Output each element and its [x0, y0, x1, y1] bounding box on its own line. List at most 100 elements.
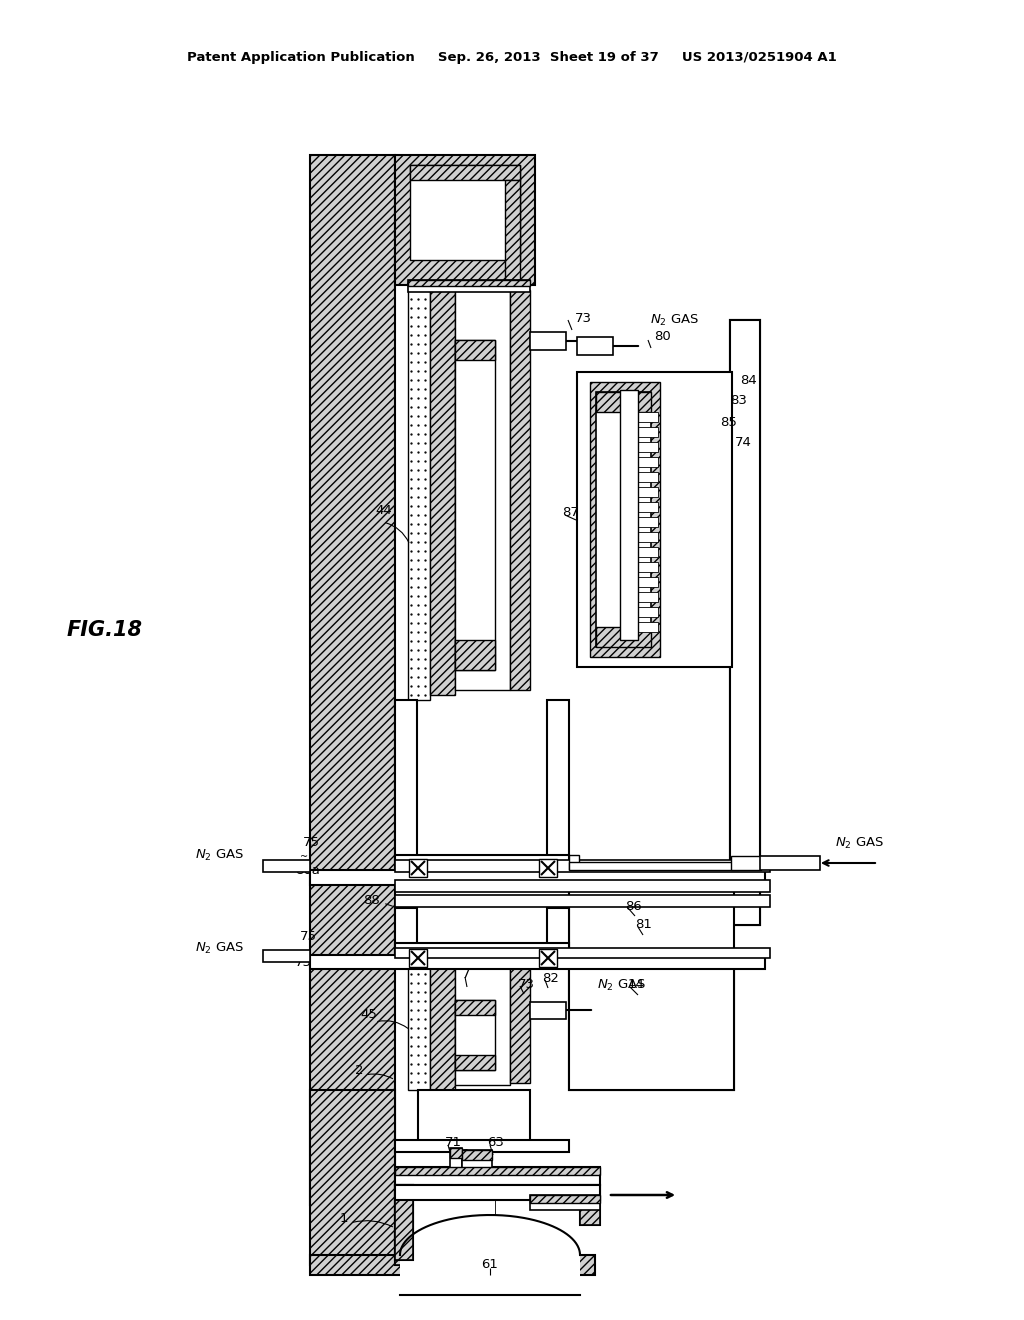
Bar: [630, 546, 658, 557]
Bar: [450, 1148, 462, 1170]
Bar: [455, 1055, 495, 1071]
Bar: [547, 700, 569, 861]
Bar: [539, 859, 557, 876]
Bar: [395, 1185, 600, 1200]
Bar: [580, 1185, 600, 1225]
Bar: [408, 285, 430, 700]
Bar: [760, 855, 820, 870]
Bar: [430, 960, 455, 1090]
Text: 81: 81: [635, 919, 652, 932]
Text: 14: 14: [628, 978, 645, 991]
Bar: [530, 1195, 600, 1203]
Text: $N_2$ GAS: $N_2$ GAS: [195, 940, 245, 956]
Text: 82: 82: [542, 972, 559, 985]
Bar: [395, 861, 770, 873]
Bar: [310, 870, 765, 884]
Text: 84: 84: [740, 374, 757, 387]
Text: 75a: 75a: [295, 957, 321, 969]
Bar: [630, 457, 658, 467]
Text: 73: 73: [575, 312, 592, 325]
Bar: [577, 337, 613, 355]
Text: 2: 2: [355, 1064, 364, 1077]
Bar: [395, 1185, 413, 1261]
Bar: [410, 165, 520, 180]
Text: $N_2$ GAS: $N_2$ GAS: [597, 977, 646, 993]
Bar: [395, 1185, 413, 1265]
Text: ~: ~: [300, 946, 308, 957]
Bar: [395, 1185, 413, 1265]
Text: 73: 73: [518, 978, 535, 990]
Text: 75: 75: [303, 836, 319, 849]
Bar: [569, 954, 734, 1090]
Bar: [395, 1200, 495, 1261]
Text: 85: 85: [720, 416, 737, 429]
Bar: [395, 1167, 600, 1175]
Bar: [530, 333, 566, 350]
Bar: [310, 154, 395, 1205]
Bar: [620, 389, 638, 640]
Text: 87: 87: [562, 506, 579, 519]
Bar: [630, 426, 658, 437]
Bar: [569, 880, 734, 1090]
Bar: [408, 280, 530, 292]
Text: $N_2$ GAS: $N_2$ GAS: [835, 836, 885, 850]
Text: 80: 80: [654, 330, 671, 343]
Bar: [395, 948, 770, 958]
Bar: [730, 319, 760, 925]
Bar: [596, 392, 651, 412]
Bar: [263, 861, 310, 873]
Bar: [596, 392, 651, 647]
Bar: [455, 1001, 495, 1015]
Bar: [455, 640, 495, 671]
Bar: [530, 1195, 600, 1210]
Text: 45: 45: [360, 1008, 377, 1022]
Text: 74: 74: [735, 437, 752, 450]
Bar: [530, 1002, 566, 1019]
Text: FIG.18: FIG.18: [67, 620, 143, 640]
Bar: [395, 154, 535, 285]
Bar: [630, 517, 658, 527]
Bar: [577, 372, 732, 667]
Bar: [409, 949, 427, 968]
Bar: [430, 285, 455, 696]
Text: 44: 44: [375, 503, 392, 516]
Bar: [462, 1150, 492, 1170]
Text: 7: 7: [462, 969, 470, 982]
Bar: [395, 855, 569, 875]
Bar: [409, 859, 427, 876]
Bar: [730, 319, 760, 925]
Bar: [450, 1148, 462, 1158]
Bar: [455, 341, 495, 671]
Bar: [630, 532, 658, 543]
Bar: [630, 487, 658, 498]
Bar: [395, 942, 569, 961]
Bar: [510, 290, 530, 690]
Bar: [630, 591, 658, 602]
Bar: [395, 700, 417, 861]
Bar: [630, 473, 658, 482]
Text: $N_2$ GAS: $N_2$ GAS: [195, 847, 245, 862]
Bar: [630, 442, 658, 451]
Bar: [630, 622, 658, 632]
Bar: [569, 862, 739, 870]
Text: 75: 75: [300, 931, 317, 944]
Bar: [539, 949, 557, 968]
Bar: [410, 165, 520, 260]
Bar: [590, 381, 660, 657]
Text: 71: 71: [445, 1137, 462, 1150]
Text: 61: 61: [481, 1258, 499, 1271]
Bar: [630, 607, 658, 616]
Bar: [510, 964, 530, 1082]
Bar: [310, 954, 765, 969]
Text: 86: 86: [625, 899, 642, 912]
Bar: [395, 1140, 569, 1152]
Text: 80a: 80a: [295, 863, 319, 876]
Bar: [395, 895, 770, 907]
Bar: [731, 855, 761, 870]
Bar: [455, 1001, 495, 1071]
Text: ~: ~: [300, 851, 308, 862]
Bar: [630, 577, 658, 587]
Bar: [395, 1167, 600, 1185]
Bar: [630, 502, 658, 512]
Bar: [630, 412, 658, 422]
